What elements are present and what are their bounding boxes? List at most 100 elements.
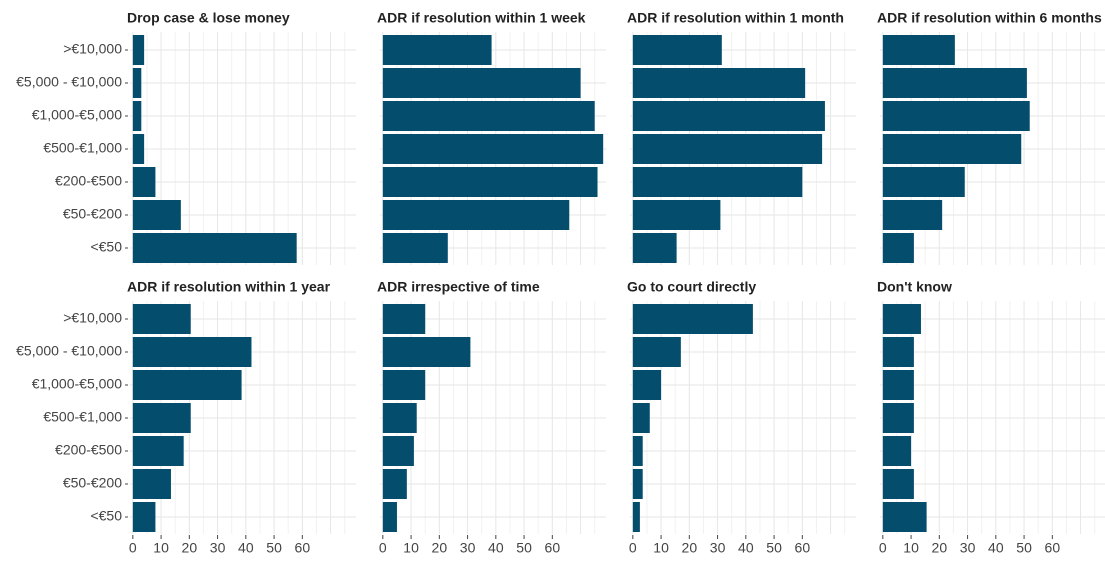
y-tick-label: €50-€200 xyxy=(63,475,122,491)
y-tick-label: €1,000-€5,000 xyxy=(32,107,123,123)
panel-title: Don't know xyxy=(877,279,952,295)
y-tick-label: €200-€500 xyxy=(55,173,122,189)
y-tick-label: €500-€1,000 xyxy=(43,140,122,156)
bar xyxy=(382,200,570,230)
y-tick-label: €5,000 - €10,000 xyxy=(16,343,122,359)
panel-title: ADR if resolution within 6 months xyxy=(877,10,1102,26)
x-tick-label: 40 xyxy=(988,540,1004,556)
x-tick-label: 30 xyxy=(960,540,976,556)
x-tick-label: 0 xyxy=(379,540,387,556)
x-tick-label: 10 xyxy=(903,540,919,556)
bar xyxy=(882,35,955,65)
bar xyxy=(632,436,643,466)
x-tick-label: 20 xyxy=(932,540,948,556)
panel-title: Go to court directly xyxy=(627,279,756,295)
bar xyxy=(132,370,242,400)
bar xyxy=(382,436,414,466)
bar xyxy=(632,370,662,400)
bar xyxy=(632,200,721,230)
bar xyxy=(382,35,492,65)
x-tick-label: 10 xyxy=(653,540,669,556)
bar xyxy=(632,403,650,433)
bar xyxy=(882,337,914,367)
x-tick-label: 0 xyxy=(629,540,637,556)
x-tick-label: 10 xyxy=(153,540,169,556)
bar xyxy=(132,233,297,263)
x-tick-label: 20 xyxy=(682,540,698,556)
bar xyxy=(132,134,145,164)
x-tick-label: 0 xyxy=(879,540,887,556)
bar xyxy=(132,35,145,65)
bar xyxy=(882,68,1027,98)
bar xyxy=(382,370,426,400)
y-tick-label: >€10,000 xyxy=(63,310,122,326)
x-tick-label: 50 xyxy=(766,540,782,556)
bar xyxy=(382,337,471,367)
x-tick-label: 30 xyxy=(460,540,476,556)
x-tick-label: 40 xyxy=(488,540,504,556)
bar xyxy=(132,68,142,98)
y-tick-label: <€50 xyxy=(90,239,122,255)
y-tick-label: €1,000-€5,000 xyxy=(32,376,123,392)
bar xyxy=(632,101,825,131)
bar xyxy=(632,68,806,98)
bar xyxy=(632,134,823,164)
bar xyxy=(132,436,184,466)
bar xyxy=(632,304,753,334)
bar xyxy=(882,233,914,263)
bar xyxy=(882,101,1030,131)
bar xyxy=(132,167,156,197)
bar xyxy=(132,101,142,131)
bar xyxy=(882,304,921,334)
bar xyxy=(882,167,965,197)
bar xyxy=(132,337,252,367)
x-tick-label: 30 xyxy=(710,540,726,556)
bar xyxy=(632,35,722,65)
x-tick-label: 50 xyxy=(1016,540,1032,556)
x-tick-label: 50 xyxy=(266,540,282,556)
y-tick-label: €500-€1,000 xyxy=(43,409,122,425)
panel-title: Drop case & lose money xyxy=(127,10,290,26)
y-tick-label: €5,000 - €10,000 xyxy=(16,74,122,90)
bar xyxy=(632,167,803,197)
bar xyxy=(132,469,171,499)
y-tick-label: €200-€500 xyxy=(55,442,122,458)
x-tick-label: 40 xyxy=(738,540,754,556)
x-tick-label: 20 xyxy=(432,540,448,556)
bar xyxy=(132,304,191,334)
bar xyxy=(882,134,1022,164)
bar xyxy=(382,304,426,334)
bar xyxy=(882,200,943,230)
x-tick-label: 30 xyxy=(210,540,226,556)
bar xyxy=(382,101,595,131)
bar xyxy=(882,469,914,499)
bar xyxy=(882,502,927,532)
bar xyxy=(132,502,156,532)
bar xyxy=(132,200,181,230)
bar xyxy=(382,167,598,197)
x-tick-label: 20 xyxy=(182,540,198,556)
x-tick-label: 10 xyxy=(403,540,419,556)
x-tick-label: 60 xyxy=(795,540,811,556)
bar xyxy=(632,502,640,532)
panel-title: ADR if resolution within 1 month xyxy=(627,10,844,26)
x-tick-label: 40 xyxy=(238,540,254,556)
x-tick-label: 60 xyxy=(1045,540,1061,556)
x-tick-label: 50 xyxy=(516,540,532,556)
x-tick-label: 60 xyxy=(545,540,561,556)
bar xyxy=(382,469,407,499)
y-tick-label: €50-€200 xyxy=(63,206,122,222)
bar xyxy=(882,370,914,400)
panel-title: ADR if resolution within 1 week xyxy=(377,10,586,26)
panel-title: ADR irrespective of time xyxy=(377,279,540,295)
bar xyxy=(382,403,417,433)
y-tick-label: <€50 xyxy=(90,508,122,524)
panel-title: ADR if resolution within 1 year xyxy=(127,279,331,295)
x-tick-label: 60 xyxy=(295,540,311,556)
y-tick-label: >€10,000 xyxy=(63,41,122,57)
bar xyxy=(382,502,397,532)
x-tick-label: 0 xyxy=(129,540,137,556)
bar xyxy=(382,134,604,164)
bar xyxy=(882,436,912,466)
